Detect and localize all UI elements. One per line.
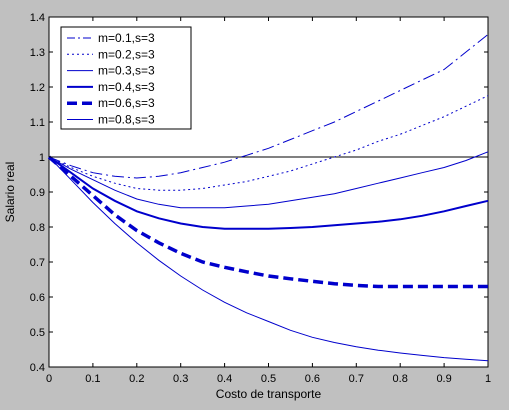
series-line-4 (48, 156, 489, 230)
legend-box (60, 26, 192, 130)
y-tick-label: 0.7 (30, 257, 45, 269)
x-tick-label: 0.6 (305, 373, 320, 385)
series-line-3 (48, 151, 489, 209)
series-line-6 (48, 156, 489, 362)
x-tick-label: 0.4 (217, 373, 232, 385)
legend-label: m=0.4,s=3 (98, 80, 155, 94)
y-tick-label: 0.8 (30, 222, 45, 234)
x-tick-label: 0 (46, 373, 52, 385)
legend-label: m=0.3,s=3 (98, 64, 155, 78)
x-tick-label: 0.2 (129, 373, 144, 385)
x-tick-label: 0.1 (85, 373, 100, 385)
x-tick-label: 0.7 (349, 373, 364, 385)
legend-label: m=0.1,s=3 (98, 31, 155, 45)
y-tick-label: 1.3 (30, 47, 45, 59)
series-line-5 (47, 155, 488, 289)
y-tick-label: 1.4 (30, 12, 45, 24)
x-tick-label: 0.8 (393, 373, 408, 385)
y-tick-label: 0.9 (30, 187, 45, 199)
series-line-1 (48, 34, 489, 179)
x-tick-label: 1 (485, 373, 491, 385)
x-tick-label: 0.9 (436, 373, 451, 385)
x-tick-label: 0.5 (261, 373, 276, 385)
y-tick-label: 1.1 (30, 117, 45, 129)
y-axis-label: Salario real (3, 162, 17, 223)
legend-label: m=0.8,s=3 (98, 113, 155, 127)
series-line-2 (48, 95, 489, 191)
y-tick-label: 0.6 (30, 292, 45, 304)
y-tick-label: 0.4 (30, 362, 45, 374)
y-tick-label: 1 (39, 152, 45, 164)
y-tick-label: 1.2 (30, 82, 45, 94)
legend: m=0.1,s=3 m=0.2,s=3 m=0.3,s=3 m=0.4,s=3 m=0.… (60, 26, 192, 130)
x-tick-label: 0.3 (173, 373, 188, 385)
x-axis-label: Costo de transporte (216, 387, 322, 401)
y-tick-label: 0.5 (30, 327, 45, 339)
legend-label: m=0.2,s=3 (98, 47, 155, 61)
legend-label: m=0.6,s=3 (98, 96, 155, 110)
